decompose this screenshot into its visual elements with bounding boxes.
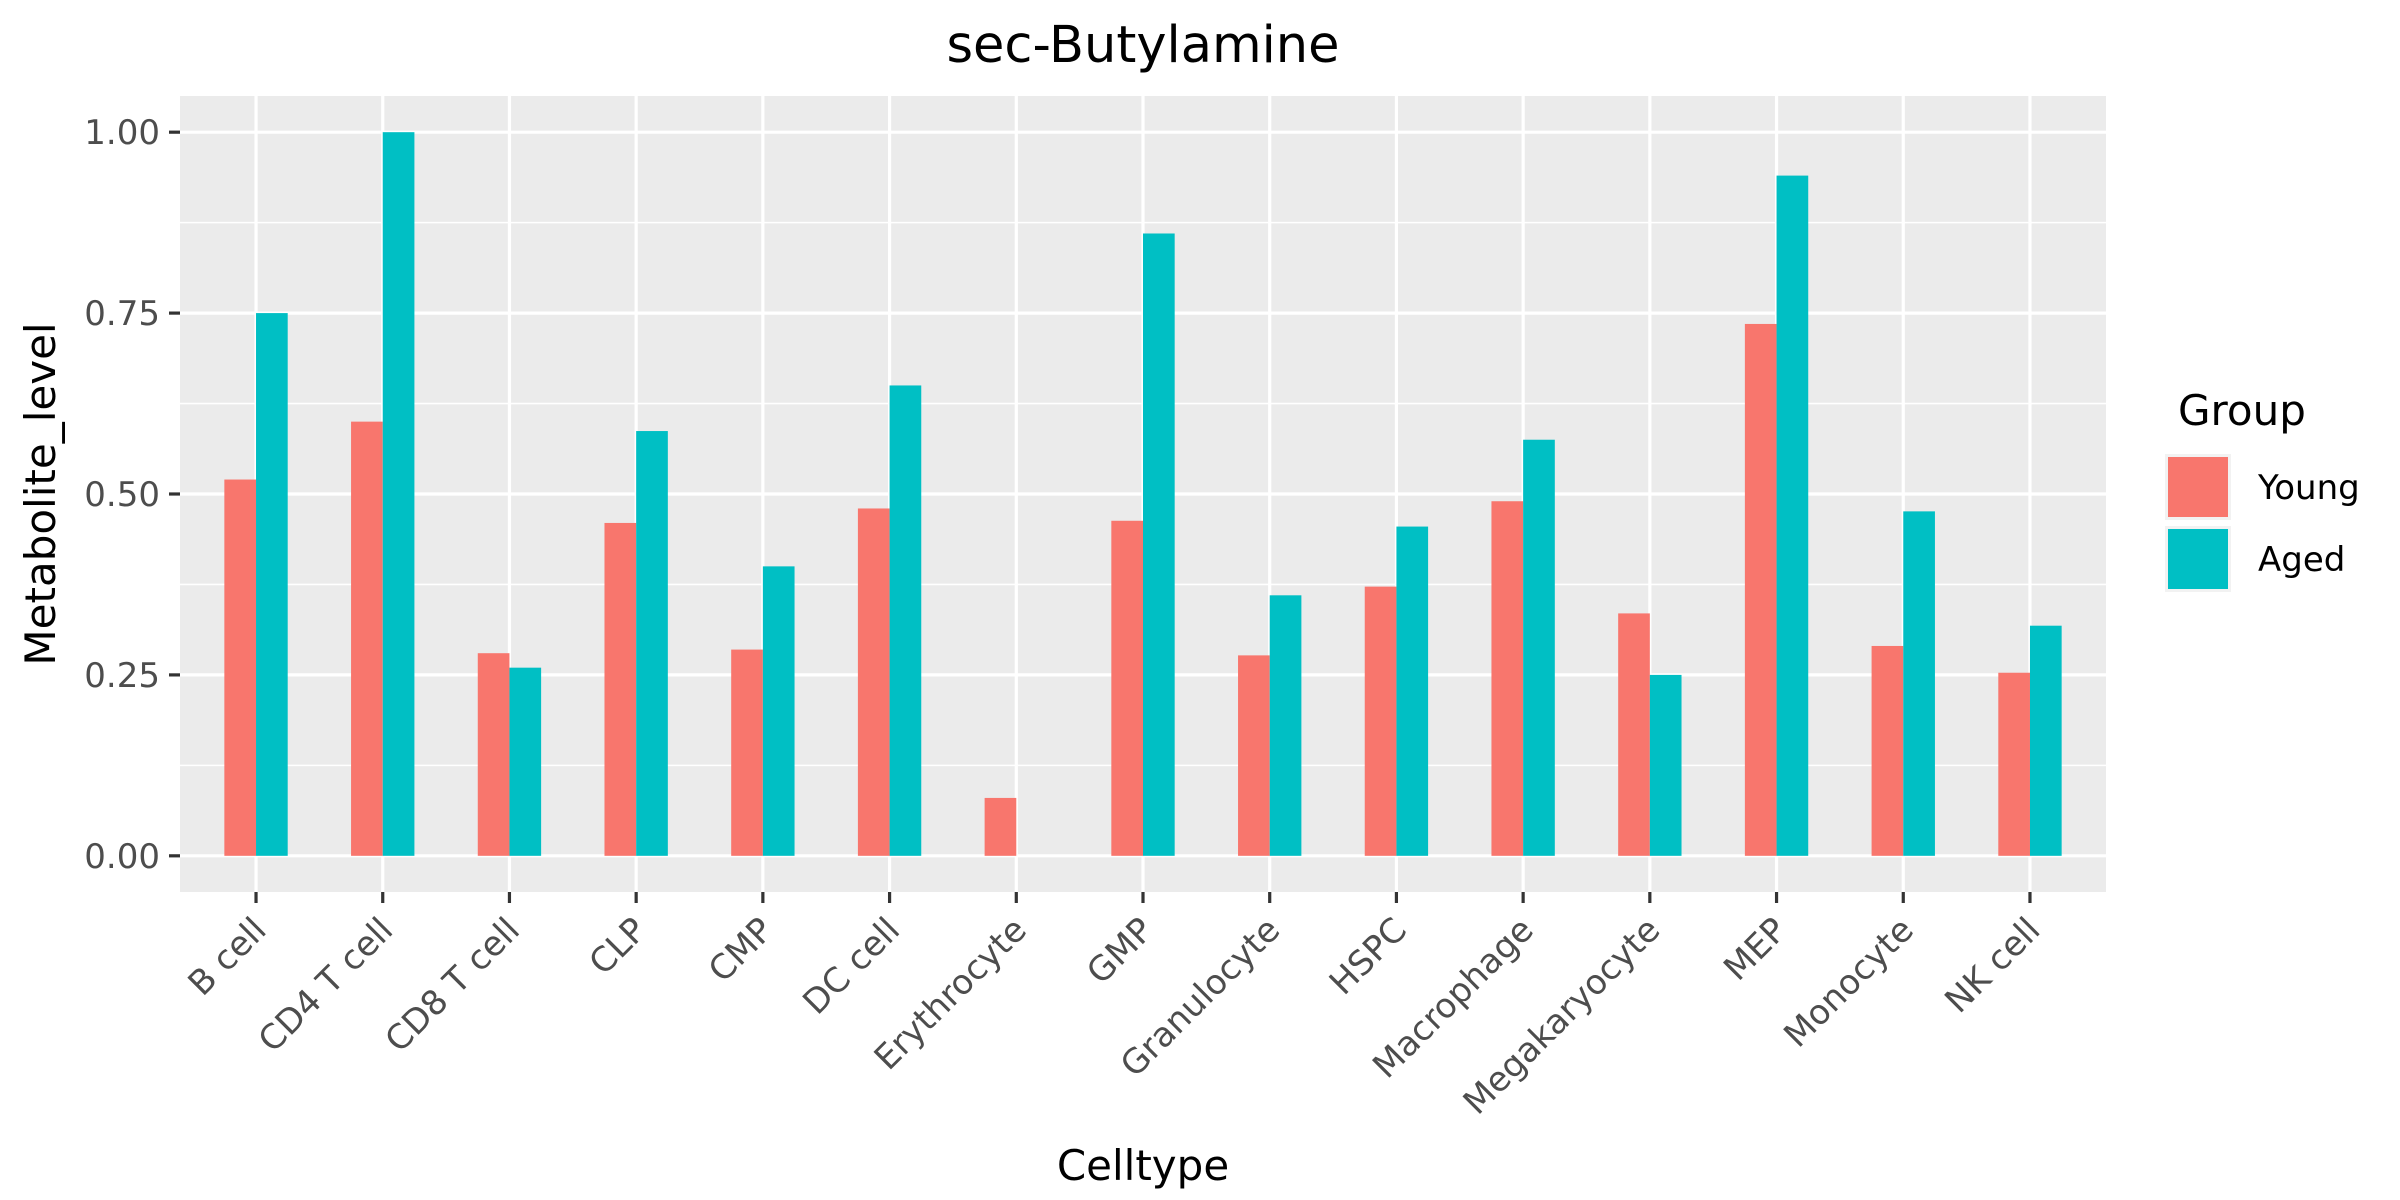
legend-key-aged <box>2168 529 2228 589</box>
y-axis: 0.00 0.25 0.50 0.75 1.00 <box>84 113 180 877</box>
x-tick-label: CD8 T cell <box>378 910 528 1060</box>
bar-aged <box>889 385 922 856</box>
bar-aged <box>2029 625 2062 856</box>
legend-key-young <box>2168 457 2228 517</box>
x-tick-label: CD4 T cell <box>251 910 401 1060</box>
bar-young <box>1111 520 1143 856</box>
x-tick-label: B cell <box>181 910 275 1004</box>
x-tick-label: CMP <box>701 910 781 990</box>
bar-young <box>1618 613 1650 856</box>
x-tick-label: NK cell <box>1937 910 2048 1021</box>
bar-young <box>1364 586 1397 856</box>
bar-young <box>1871 645 1904 856</box>
y-axis-title: Metabolite_level <box>16 322 65 665</box>
legend-title: Group <box>2178 386 2306 435</box>
bar-young <box>857 508 890 856</box>
chart-title: sec-Butylamine <box>946 16 1339 75</box>
bar-aged <box>636 431 668 856</box>
bar-young <box>1998 672 2030 856</box>
bar-aged <box>382 132 415 856</box>
legend: Group Young Aged <box>2165 386 2360 592</box>
bar-young <box>1744 323 1777 856</box>
y-tick-label: 0.00 <box>84 837 160 877</box>
bar-aged <box>1269 595 1302 856</box>
bar-young <box>731 649 763 856</box>
x-tick-label: CLP <box>582 910 655 983</box>
bar-young <box>1491 501 1524 856</box>
bar-young <box>224 479 257 856</box>
y-tick-label: 1.00 <box>84 113 160 153</box>
legend-label: Young <box>2257 468 2360 508</box>
bar-aged <box>1649 674 1682 856</box>
y-tick-label: 0.50 <box>84 475 160 515</box>
legend-label: Aged <box>2258 540 2345 580</box>
y-tick-label: 0.25 <box>84 656 160 696</box>
bar-aged <box>762 566 795 856</box>
bar-aged <box>1776 175 1809 856</box>
x-tick-label: MEP <box>1716 910 1795 989</box>
x-tick-label: GMP <box>1079 910 1161 992</box>
x-tick-label: Monocyte <box>1776 910 1921 1055</box>
x-tick-label: HSPC <box>1322 910 1415 1003</box>
bar-aged <box>1903 511 1935 856</box>
bar-young <box>604 522 637 856</box>
bar-aged <box>1143 233 1175 856</box>
x-tick-label: DC cell <box>795 910 908 1023</box>
bar-aged <box>256 313 288 856</box>
bar-aged <box>509 667 542 856</box>
x-axis-title: Celltype <box>1057 1141 1229 1190</box>
bars <box>224 132 2062 856</box>
bar-young <box>477 653 510 856</box>
bar-young <box>351 421 383 856</box>
bar-aged <box>1523 439 1555 856</box>
bar-aged <box>1396 526 1429 856</box>
bar-young <box>984 797 1017 856</box>
y-tick-label: 0.75 <box>84 294 160 334</box>
bar-young <box>1238 655 1270 856</box>
